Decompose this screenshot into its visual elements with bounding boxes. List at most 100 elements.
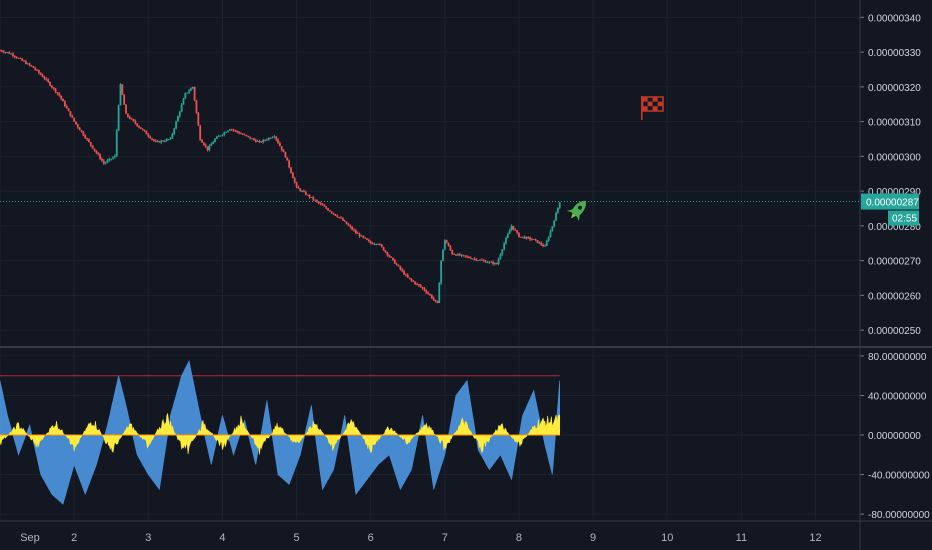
candle-body <box>558 202 561 208</box>
x-tick-label: 7 <box>442 532 448 544</box>
countdown-label: 02:55 <box>892 214 917 225</box>
candle-body <box>440 260 443 284</box>
candle-body <box>115 130 118 156</box>
price-tick-label: 0.00000280 <box>868 222 921 233</box>
candle-body <box>445 240 448 244</box>
candle-body <box>143 129 146 132</box>
candle-body <box>397 264 400 267</box>
candle-body <box>390 256 392 258</box>
candle-body <box>191 86 194 89</box>
candle-body <box>10 53 13 55</box>
candle-body <box>379 244 381 245</box>
candle-body <box>540 242 543 245</box>
candle-body <box>0 50 1 52</box>
candle-body <box>99 154 101 159</box>
candle-body <box>93 148 96 151</box>
candle-body <box>152 139 155 141</box>
candle-body <box>197 112 200 126</box>
candle-body <box>277 139 279 144</box>
candle-body <box>401 269 404 271</box>
candle-body <box>193 86 196 101</box>
candle-body <box>260 141 263 143</box>
candle-body <box>271 137 274 139</box>
candle-body <box>295 182 298 187</box>
candle-body <box>466 256 468 258</box>
price-tick-label: 0.00000260 <box>868 291 921 302</box>
candle-body <box>164 141 166 142</box>
candle-body <box>330 211 333 214</box>
candle-body <box>434 299 437 301</box>
candle-body <box>282 150 285 153</box>
candle-body <box>180 104 183 112</box>
candle-body <box>71 115 74 118</box>
x-tick-label: 2 <box>71 532 77 544</box>
price-tick-label: 0.00000320 <box>868 83 921 94</box>
candle-body <box>416 283 418 285</box>
candle-body <box>360 235 363 237</box>
candle-body <box>458 253 461 256</box>
candle-body <box>73 117 76 122</box>
candle-body <box>212 141 215 145</box>
candle-body <box>123 94 126 105</box>
candle-body <box>408 277 411 279</box>
candle-body <box>545 240 548 246</box>
candle-body <box>488 261 491 263</box>
candle-body <box>65 106 68 109</box>
candle-body <box>178 111 181 117</box>
candle-body <box>482 260 485 262</box>
candle-body <box>84 135 87 139</box>
candle-body <box>410 278 413 281</box>
candle-body <box>41 74 44 77</box>
candle-body <box>76 124 79 128</box>
candle-body <box>101 158 103 161</box>
candle-body <box>214 138 216 142</box>
candle-body <box>45 78 48 80</box>
candle-body <box>447 243 450 247</box>
x-tick-label: 9 <box>590 532 596 544</box>
candle-body <box>82 131 85 136</box>
candle-body <box>154 140 157 142</box>
candle-body <box>371 243 374 245</box>
candle-body <box>119 84 122 106</box>
candle-body <box>329 210 331 212</box>
candle-body <box>456 253 459 256</box>
candle-body <box>28 63 31 66</box>
candle-body <box>382 247 385 251</box>
candle-body <box>327 208 329 211</box>
candle-body <box>254 139 257 142</box>
signal-area <box>0 412 560 455</box>
candle-body <box>149 136 152 139</box>
candle-body <box>314 199 316 201</box>
candle-body <box>484 260 487 263</box>
price-tick-label: 0.00000340 <box>868 13 921 24</box>
candle-body <box>556 207 559 213</box>
candle-body <box>469 257 472 259</box>
candle-body <box>343 220 346 222</box>
price-series <box>0 49 561 304</box>
candle-body <box>223 132 226 135</box>
candle-body <box>462 254 465 256</box>
candle-body <box>62 98 64 102</box>
rocket-icon <box>566 200 586 222</box>
candle-body <box>395 263 398 265</box>
candle-body <box>95 150 98 154</box>
candle-body <box>293 178 296 183</box>
candle-body <box>438 283 441 304</box>
candle-body <box>479 259 481 261</box>
x-tick-label: 5 <box>293 532 299 544</box>
candle-body <box>521 236 524 238</box>
candle-body <box>117 105 120 131</box>
candle-body <box>334 214 337 216</box>
candle-body <box>468 256 470 258</box>
candle-body <box>432 298 435 300</box>
candle-body <box>544 245 546 247</box>
candle-body <box>497 259 500 265</box>
candle-body <box>392 257 394 260</box>
candle-body <box>455 254 457 256</box>
candle-body <box>503 243 506 250</box>
candle-body <box>388 255 391 257</box>
candle-body <box>518 232 520 238</box>
candle-body <box>227 130 229 133</box>
